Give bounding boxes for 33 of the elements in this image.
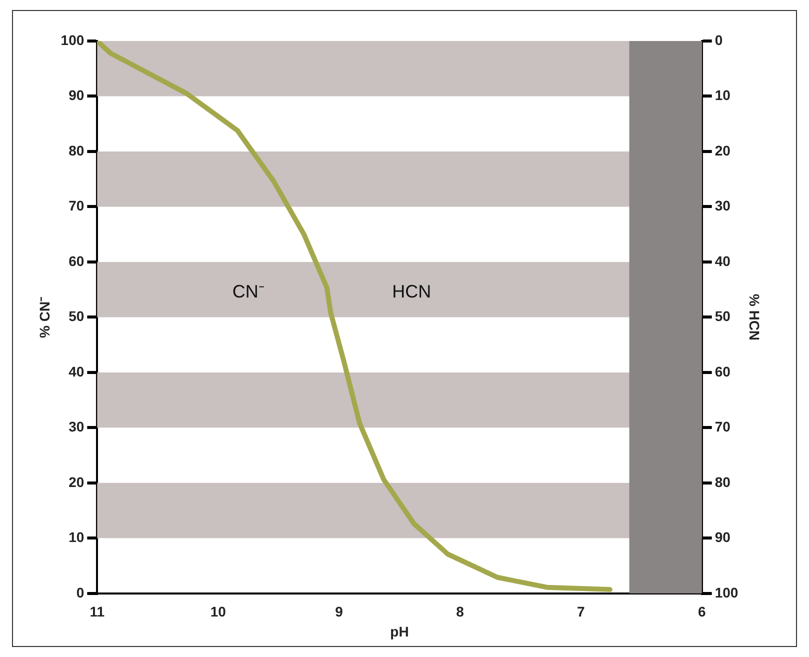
y2-tick-label: 20 (714, 142, 731, 158)
x-tick-label: 7 (577, 604, 586, 620)
y2-tick-label: 100 (714, 584, 738, 600)
x-tick-label: 10 (210, 604, 226, 620)
y-tick-label: 100 (60, 32, 84, 48)
y2-tick-label: 60 (714, 363, 731, 380)
x-tick-label: 6 (698, 604, 706, 620)
y-tick-label: 40 (68, 363, 84, 380)
y-tick-label: 10 (68, 529, 84, 546)
x-tick-label: 9 (335, 604, 344, 620)
y2-tick-label: 40 (714, 252, 731, 269)
y2-tick-label: 90 (714, 529, 731, 546)
y-tick-label: 50 (68, 308, 84, 324)
y-tick-label: 30 (68, 418, 84, 435)
y2-tick-label: 50 (714, 308, 731, 324)
x-tick-label: 8 (456, 604, 464, 620)
y2-tick-label: 0 (714, 32, 723, 48)
y-tick-label: 0 (76, 584, 84, 600)
y-tick-label: 70 (68, 198, 84, 214)
y2-tick-label: 70 (714, 418, 731, 435)
y2-tick-label: 30 (714, 198, 731, 214)
y-tick-label: 60 (68, 252, 84, 269)
x-tick-label: 11 (90, 604, 105, 620)
y2-tick-label: 80 (714, 474, 731, 490)
y-tick-label: 80 (68, 142, 84, 158)
y-tick-label: 20 (68, 474, 84, 490)
annotation: CN⁻ (232, 281, 264, 302)
y2-tick-label: 10 (714, 87, 731, 104)
y-axis-title: % CN⁻ (36, 296, 52, 338)
annotation: HCN (392, 281, 432, 302)
y-tick-label: 90 (68, 87, 84, 104)
y2-axis-title: % HCN (746, 294, 763, 341)
x-axis-title: pH (390, 623, 409, 640)
